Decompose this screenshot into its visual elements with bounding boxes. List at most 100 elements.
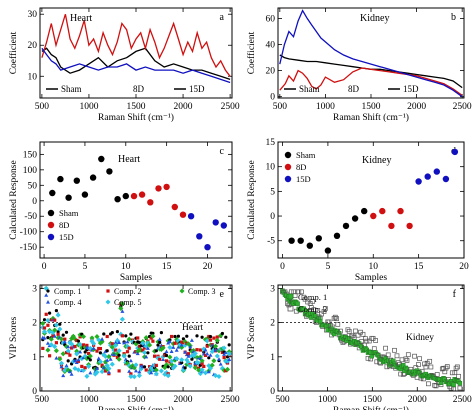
data-point-comp2 [355,332,361,338]
data-point-comp3 [119,301,125,307]
data-point-comp4 [169,349,174,353]
x-tick-label: 500 [35,395,50,405]
data-point-comp2 [41,346,45,350]
data-point-comp1 [48,311,52,315]
data-point-comp2 [75,338,79,343]
data-point-comp2 [205,344,209,348]
data-point-comp3 [199,358,205,364]
data-point-comp2 [299,289,304,295]
x-tick-label: 20 [459,262,469,272]
y-axis-label: Calculated Response [247,160,257,239]
data-point-comp1 [313,313,318,318]
data-point-comp2 [56,332,60,336]
data-point-comp1 [295,301,300,306]
legend-marker [47,233,55,241]
data-point-8d [130,192,138,200]
data-point-comp4 [135,351,140,356]
data-point-comp5 [136,373,142,379]
data-point-comp2 [98,347,102,351]
legend-marker [46,300,50,304]
data-point-comp4 [78,349,83,354]
data-point-comp2 [405,352,411,358]
data-point-8d [155,185,162,192]
data-point-comp2 [141,348,145,352]
panel-letter: a [220,12,225,23]
data-point-comp5 [179,357,185,363]
data-point-comp2 [335,321,341,327]
data-point-comp2 [53,318,57,322]
data-point-comp4 [91,346,96,350]
data-point-comp1 [61,333,65,337]
data-point-comp4 [69,372,74,376]
panel-d: 0 5 10 15 20 -5 0 5 10 15 Samples Calculated Respon… [247,138,469,283]
data-point-comp1 [42,318,47,322]
x-tick-label: 10 [121,262,131,272]
data-point-comp2 [449,370,455,376]
data-point-comp4 [217,357,221,361]
data-point-comp2 [100,363,104,367]
data-point-comp1 [220,331,224,336]
data-point-comp1 [64,330,69,334]
data-point-comp2 [330,324,336,330]
data-point-comp1 [457,381,463,386]
data-point-comp4 [183,350,188,354]
data-point-comp4 [167,339,172,344]
data-point-15d [451,148,459,156]
y-tick-label: -150 [20,243,38,253]
x-tick-label: 15 [162,262,172,272]
data-point-comp4 [149,370,154,375]
data-point-sham [333,232,341,239]
data-point-sham [106,168,113,175]
legend-label: 15D [403,84,419,94]
data-point-comp2 [46,323,50,327]
data-point-comp2 [125,350,130,354]
data-point-comp1 [151,331,155,335]
data-point-comp2 [212,336,216,340]
legend-label: Sham [299,84,320,94]
chart-title: Heart [118,154,140,165]
plot-frame [277,284,465,392]
data-point-comp2 [455,364,460,370]
panel-e: 500 1000 1500 2000 2500 0 1 2 3 Raman Shift (cm⁻¹… [9,284,240,410]
y-tick-label: 60 [266,14,276,24]
data-point-comp2 [115,355,119,359]
y-tick-label: 1 [270,353,275,363]
x-tick-label: 1500 [362,102,381,112]
legend-label: 8D [59,220,69,230]
x-axis-label: Samples [355,273,387,283]
data-point-sham [342,222,350,230]
data-point-comp2 [103,369,108,373]
plot-frame [39,141,233,259]
legend-label: Sham [59,208,79,218]
data-point-comp5 [214,353,220,359]
x-tick-label: 500 [35,102,50,112]
data-point-comp2 [51,334,55,338]
data-point-comp2 [419,368,425,374]
data-point-comp1 [329,326,334,331]
data-point-comp4 [188,344,193,349]
data-point-comp5 [55,312,61,318]
data-point-comp4 [203,347,208,352]
data-point-8d [388,222,395,230]
data-point-comp2 [426,381,431,387]
data-point-comp4 [218,362,223,366]
data-point-comp4 [76,357,81,362]
data-point-comp5 [141,349,148,356]
data-point-comp2 [371,346,377,352]
data-point-comp2 [48,354,52,358]
data-point-comp1 [137,340,141,344]
data-point-comp5 [113,342,119,349]
data-point-comp1 [117,353,121,357]
y-tick-label: 30 [28,10,38,20]
data-point-comp4 [144,354,149,359]
data-point-comp4 [42,336,47,340]
y-tick-label: 0 [270,93,275,103]
x-tick-label: 1000 [79,102,98,112]
data-point-comp4 [137,369,142,374]
y-tick-label: 3 [270,284,275,294]
data-point-comp4 [112,352,116,356]
data-point-comp4 [52,334,57,338]
data-point-comp5 [133,362,139,368]
data-point-comp1 [66,359,70,363]
x-tick-label: 1500 [127,395,146,405]
